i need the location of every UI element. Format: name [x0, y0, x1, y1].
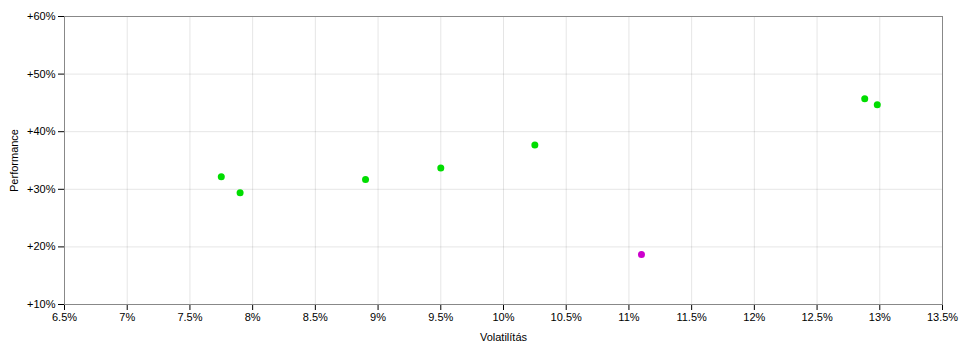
svg-text:10.5%: 10.5% — [551, 311, 582, 323]
svg-text:7%: 7% — [119, 311, 135, 323]
svg-text:8%: 8% — [245, 311, 261, 323]
svg-text:+40%: +40% — [27, 125, 56, 137]
svg-text:13.5%: 13.5% — [927, 311, 958, 323]
svg-text:+50%: +50% — [27, 68, 56, 80]
svg-text:12%: 12% — [743, 311, 765, 323]
svg-text:12.5%: 12.5% — [801, 311, 832, 323]
svg-text:+60%: +60% — [27, 10, 56, 22]
svg-text:+30%: +30% — [27, 183, 56, 195]
svg-text:8.5%: 8.5% — [303, 311, 328, 323]
svg-text:9.5%: 9.5% — [428, 311, 453, 323]
svg-text:9%: 9% — [370, 311, 386, 323]
svg-text:Performance: Performance — [8, 129, 20, 192]
svg-text:+10%: +10% — [27, 298, 56, 310]
svg-text:+20%: +20% — [27, 240, 56, 252]
svg-text:11.5%: 11.5% — [676, 311, 707, 323]
svg-text:Volatilítás: Volatilítás — [480, 331, 528, 343]
svg-text:13%: 13% — [869, 311, 891, 323]
svg-text:10%: 10% — [492, 311, 514, 323]
svg-text:11%: 11% — [618, 311, 639, 323]
svg-text:6.5%: 6.5% — [52, 311, 77, 323]
svg-text:7.5%: 7.5% — [177, 311, 202, 323]
